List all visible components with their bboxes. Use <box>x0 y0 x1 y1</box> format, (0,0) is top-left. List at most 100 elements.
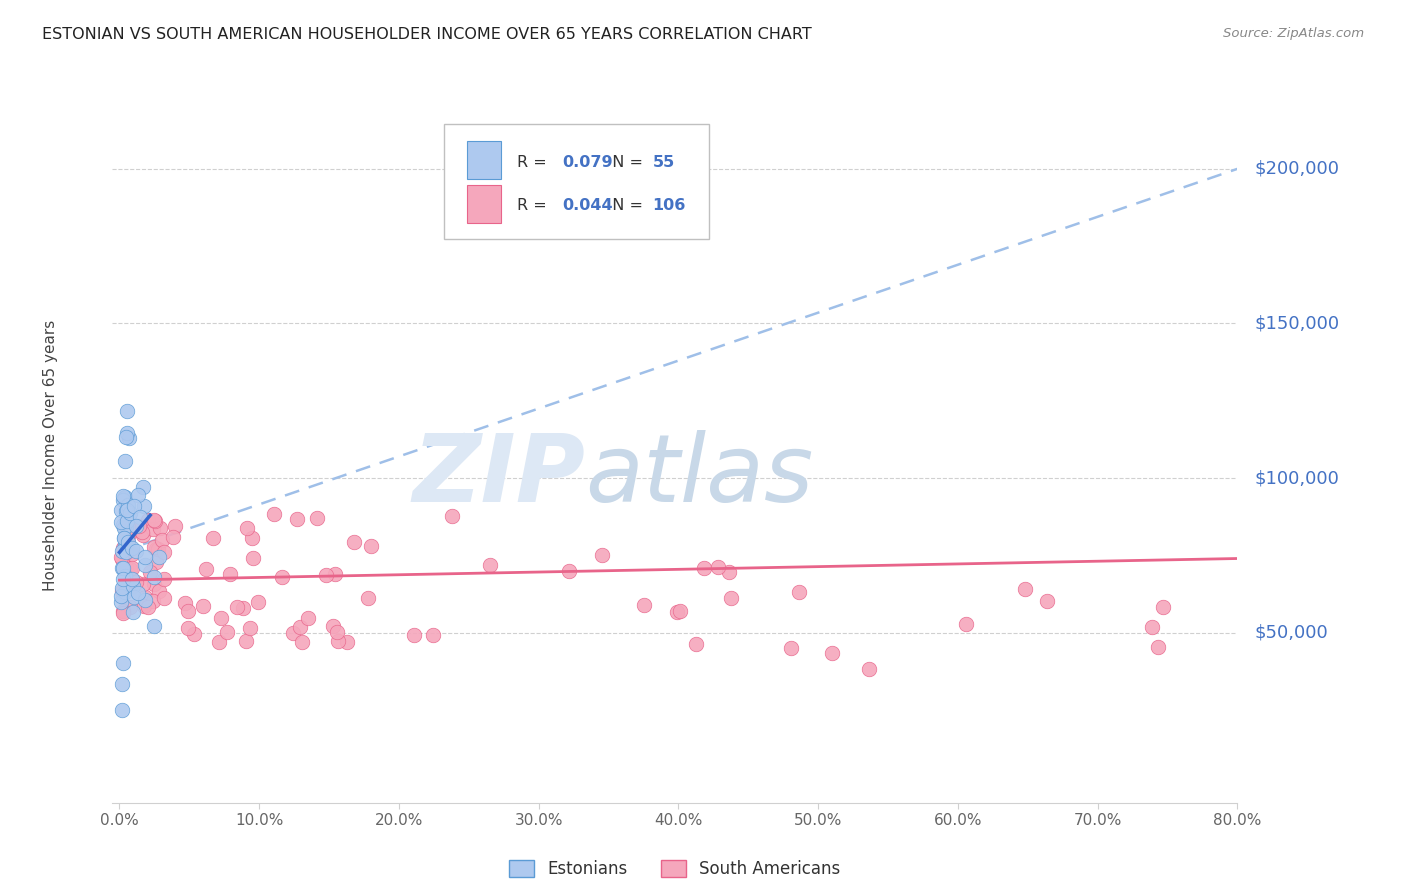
Point <box>789 584 811 599</box>
Point <box>235 633 257 648</box>
Point <box>152 591 174 605</box>
Point <box>217 624 239 639</box>
Point <box>111 551 134 566</box>
Point <box>239 621 262 635</box>
Text: 55: 55 <box>652 154 675 169</box>
Point <box>134 592 156 607</box>
Point <box>668 604 690 618</box>
Point <box>201 531 224 545</box>
Point <box>114 491 136 505</box>
Point <box>111 677 134 691</box>
Text: 0.079: 0.079 <box>562 154 613 169</box>
Text: atlas: atlas <box>585 430 813 521</box>
Point <box>112 607 135 621</box>
Point <box>297 611 319 625</box>
Point <box>120 506 142 520</box>
Point <box>122 590 145 604</box>
Point <box>112 531 135 545</box>
Text: $50,000: $50,000 <box>1254 624 1327 641</box>
FancyBboxPatch shape <box>444 125 709 239</box>
Point <box>111 492 134 507</box>
Point <box>115 560 138 574</box>
Point <box>858 661 880 675</box>
Text: ZIP: ZIP <box>412 430 585 522</box>
Point <box>121 548 143 562</box>
Point <box>146 542 169 557</box>
Point <box>114 538 136 552</box>
Text: Householder Income Over 65 years: Householder Income Over 65 years <box>44 319 58 591</box>
Point <box>127 586 149 600</box>
Point <box>111 703 134 717</box>
Point <box>288 620 311 634</box>
Point <box>177 604 200 618</box>
Point <box>114 454 136 468</box>
Point <box>148 550 170 565</box>
Text: ESTONIAN VS SOUTH AMERICAN HOUSEHOLDER INCOME OVER 65 YEARS CORRELATION CHART: ESTONIAN VS SOUTH AMERICAN HOUSEHOLDER I… <box>42 27 811 42</box>
Point <box>111 581 134 595</box>
Point <box>142 594 165 608</box>
Point <box>111 584 134 599</box>
Point <box>134 558 156 573</box>
Legend: Estonians, South Americans: Estonians, South Americans <box>502 854 848 885</box>
Point <box>145 555 167 569</box>
Point <box>323 567 346 582</box>
Point <box>821 646 844 660</box>
Point <box>139 565 162 579</box>
Point <box>1014 582 1036 596</box>
Point <box>285 511 308 525</box>
Point <box>112 531 135 545</box>
Point <box>115 404 138 418</box>
Point <box>291 634 314 648</box>
Point <box>134 549 156 564</box>
Point <box>118 431 141 445</box>
Point <box>110 515 132 529</box>
Point <box>152 533 174 547</box>
Text: N =: N = <box>602 154 648 169</box>
Point <box>121 572 143 586</box>
Point <box>117 498 139 512</box>
Text: $150,000: $150,000 <box>1254 315 1339 333</box>
Bar <box>467 141 501 179</box>
Point <box>322 619 344 633</box>
Point <box>114 569 136 583</box>
Point <box>115 504 138 518</box>
Point <box>129 510 152 524</box>
Point <box>163 519 186 533</box>
Point <box>242 550 264 565</box>
Point <box>558 564 581 578</box>
Point <box>479 558 502 573</box>
Point <box>142 522 165 536</box>
Point <box>1152 600 1174 615</box>
Point <box>247 595 270 609</box>
Point <box>153 545 176 559</box>
Text: N =: N = <box>602 198 648 213</box>
Point <box>706 560 728 574</box>
Point <box>328 633 350 648</box>
Point <box>122 500 145 514</box>
Point <box>422 628 444 642</box>
Point <box>235 521 257 535</box>
Point <box>117 514 139 528</box>
Point <box>145 542 167 557</box>
Point <box>780 640 803 655</box>
Text: R =: R = <box>517 154 553 169</box>
Point <box>111 572 134 586</box>
Text: R =: R = <box>517 198 553 213</box>
Point <box>136 599 159 614</box>
Text: $100,000: $100,000 <box>1254 469 1339 487</box>
Point <box>128 522 150 536</box>
Point <box>117 579 139 593</box>
Point <box>270 570 292 584</box>
Point <box>162 530 184 544</box>
Point <box>208 634 231 648</box>
Point <box>122 605 145 619</box>
Point <box>183 627 205 641</box>
Point <box>112 489 135 503</box>
Point <box>117 529 139 543</box>
Point <box>315 568 337 582</box>
Point <box>110 549 132 564</box>
Point <box>142 513 165 527</box>
Point <box>111 543 134 558</box>
Point <box>118 562 141 576</box>
Text: Source: ZipAtlas.com: Source: ZipAtlas.com <box>1223 27 1364 40</box>
